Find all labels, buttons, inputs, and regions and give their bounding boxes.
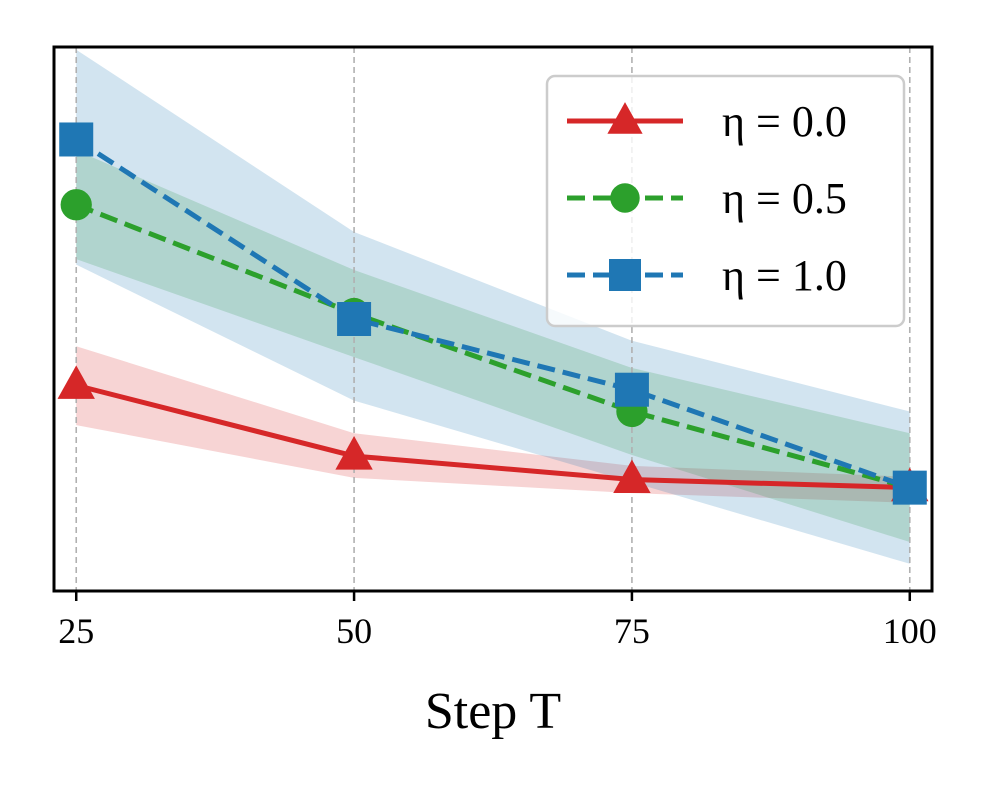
band-series-2	[76, 49, 910, 564]
band-series-1	[76, 150, 910, 543]
legend-label-0: η = 0.0	[722, 97, 847, 146]
point-series-2-0	[59, 122, 94, 157]
plot-frame	[52, 45, 934, 593]
legend-marker-1	[610, 183, 640, 213]
point-series-2-1	[337, 302, 372, 336]
x-tick-label-3: 100	[883, 611, 937, 651]
series-lines	[74, 137, 911, 491]
confidence-bands	[76, 49, 910, 564]
series-line-2	[74, 137, 911, 490]
legend: η = 0.0 η = 0.5 η = 1.0	[545, 74, 906, 328]
point-series-0-2	[613, 459, 651, 494]
x-axis-title: Step T	[425, 683, 561, 740]
x-tick-label-0: 25	[58, 611, 94, 651]
series-markers	[57, 122, 929, 505]
point-series-1-0	[60, 189, 92, 221]
point-series-0-1	[335, 436, 373, 470]
x-axis-ticks: 25 50 75 100	[58, 591, 937, 651]
series-line-1	[75, 202, 911, 491]
x-tick-label-1: 50	[336, 611, 372, 651]
point-series-2-3	[892, 470, 927, 505]
legend-marker-2	[609, 259, 641, 291]
x-tick-label-2: 75	[614, 611, 650, 651]
point-series-0-0	[57, 365, 95, 399]
legend-label-1: η = 0.5	[722, 174, 847, 223]
legend-marker-0	[607, 102, 643, 134]
series-line-0	[75, 382, 910, 491]
band-series-0	[76, 346, 910, 503]
point-series-2-2	[614, 372, 649, 407]
legend-label-2: η = 1.0	[722, 251, 847, 300]
